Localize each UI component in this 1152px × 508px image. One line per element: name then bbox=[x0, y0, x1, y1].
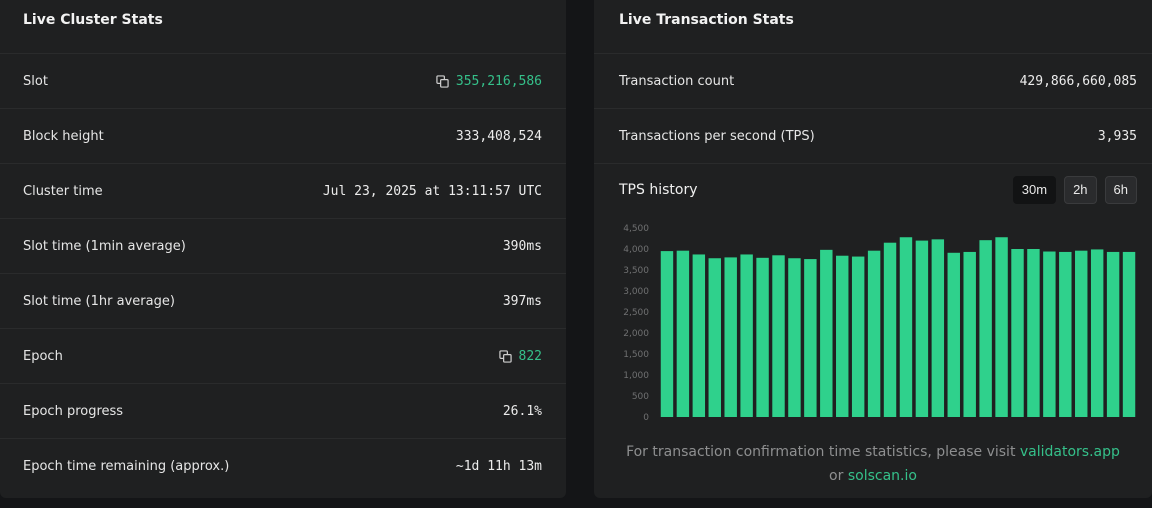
tps-bar[interactable] bbox=[724, 257, 737, 417]
live-transaction-stats-card: Live Transaction Stats Transaction count… bbox=[594, 0, 1152, 498]
slot-value: 355,216,586 bbox=[436, 74, 542, 89]
y-tick-label: 3,000 bbox=[623, 287, 649, 297]
y-tick-label: 4,000 bbox=[623, 245, 649, 255]
stat-row-transaction-count: Transaction count 429,866,660,085 bbox=[594, 54, 1152, 109]
cluster-card-header: Live Cluster Stats bbox=[0, 0, 566, 54]
stat-row-slot-time-1min: Slot time (1min average) 390ms bbox=[0, 219, 566, 274]
y-tick-label: 2,000 bbox=[623, 329, 649, 339]
stat-row-epoch-remaining: Epoch time remaining (approx.) ~1d 11h 1… bbox=[0, 439, 566, 494]
stat-label: Epoch bbox=[23, 348, 63, 364]
tps-bar[interactable] bbox=[772, 255, 785, 417]
tps-bar[interactable] bbox=[1122, 251, 1136, 417]
cluster-stats-list: Slot 355,216,586 Block height 333,408,52… bbox=[0, 54, 566, 494]
stat-row-epoch: Epoch 822 bbox=[0, 329, 566, 384]
tps-value: 3,935 bbox=[1097, 128, 1137, 144]
tps-bar[interactable] bbox=[899, 237, 913, 417]
tps-bar[interactable] bbox=[676, 250, 690, 417]
tps-bar[interactable] bbox=[931, 239, 945, 417]
tps-bar[interactable] bbox=[1011, 249, 1024, 417]
stat-row-epoch-progress: Epoch progress 26.1% bbox=[0, 384, 566, 439]
tps-bar[interactable] bbox=[836, 255, 849, 417]
tps-bar[interactable] bbox=[1027, 249, 1040, 417]
stat-label: Block height bbox=[23, 128, 104, 144]
copy-icon[interactable] bbox=[498, 349, 512, 363]
transaction-card-header: Live Transaction Stats bbox=[594, 0, 1152, 54]
tps-bar[interactable] bbox=[1043, 251, 1056, 417]
tps-bar[interactable] bbox=[947, 252, 960, 417]
tps-bar[interactable] bbox=[692, 254, 706, 417]
range-button-6h[interactable]: 6h bbox=[1104, 176, 1137, 204]
live-cluster-stats-card: Live Cluster Stats Slot 355,216,586 Bloc… bbox=[0, 0, 566, 498]
stat-row-slot: Slot 355,216,586 bbox=[0, 54, 566, 109]
tps-bar[interactable] bbox=[708, 258, 721, 417]
block-height-value: 333,408,524 bbox=[455, 128, 542, 144]
y-tick-label: 0 bbox=[643, 413, 649, 423]
tps-bar[interactable] bbox=[1090, 249, 1104, 417]
validators-app-link[interactable]: validators.app bbox=[1019, 444, 1120, 460]
tps-bar[interactable] bbox=[660, 251, 674, 417]
tps-bar[interactable] bbox=[1075, 250, 1088, 417]
tps-bar[interactable] bbox=[740, 254, 753, 417]
copy-icon[interactable] bbox=[436, 74, 449, 88]
solscan-link[interactable]: solscan.io bbox=[847, 468, 917, 484]
tps-bar[interactable] bbox=[788, 258, 801, 417]
epoch-link[interactable]: 822 bbox=[518, 348, 542, 364]
tps-history-title: TPS history bbox=[619, 182, 698, 198]
tps-bar[interactable] bbox=[1059, 251, 1072, 417]
footer-note: For transaction confirmation time statis… bbox=[594, 440, 1152, 488]
tps-bar[interactable] bbox=[756, 257, 769, 417]
stat-label: Slot time (1hr average) bbox=[23, 293, 175, 309]
tps-bar[interactable] bbox=[963, 251, 976, 417]
tps-bar[interactable] bbox=[1106, 251, 1120, 417]
tps-history-header: TPS history 30m 2h 6h bbox=[594, 164, 1152, 216]
stat-row-cluster-time: Cluster time Jul 23, 2025 at 13:11:57 UT… bbox=[0, 164, 566, 219]
cluster-time-value: Jul 23, 2025 at 13:11:57 UTC bbox=[322, 183, 542, 199]
tps-bar[interactable] bbox=[804, 259, 817, 417]
y-tick-label: 500 bbox=[632, 392, 649, 402]
stat-label: Transactions per second (TPS) bbox=[619, 128, 815, 144]
stat-label: Slot bbox=[23, 73, 48, 89]
tps-bar[interactable] bbox=[979, 240, 992, 417]
slot-time-1hr-value: 397ms bbox=[502, 293, 542, 309]
tps-bar[interactable] bbox=[915, 240, 929, 417]
range-button-30m[interactable]: 30m bbox=[1012, 176, 1057, 204]
stat-label: Cluster time bbox=[23, 183, 103, 199]
y-tick-label: 1,500 bbox=[623, 350, 649, 360]
tps-bar[interactable] bbox=[820, 249, 833, 417]
stat-row-block-height: Block height 333,408,524 bbox=[0, 109, 566, 164]
footer-or-text: or bbox=[829, 468, 844, 484]
y-tick-label: 3,500 bbox=[623, 266, 649, 276]
stat-label: Epoch progress bbox=[23, 403, 124, 419]
epoch-progress-value: 26.1% bbox=[502, 403, 542, 419]
slot-link[interactable]: 355,216,586 bbox=[455, 73, 542, 89]
tps-bar[interactable] bbox=[883, 242, 897, 417]
epoch-value: 822 bbox=[498, 348, 542, 364]
slot-time-1min-value: 390ms bbox=[502, 238, 542, 254]
stat-label: Transaction count bbox=[619, 73, 735, 89]
epoch-remaining-value: ~1d 11h 13m bbox=[455, 459, 542, 474]
tps-bar[interactable] bbox=[851, 256, 865, 417]
y-tick-label: 4,500 bbox=[623, 224, 649, 234]
stat-row-slot-time-1hr: Slot time (1hr average) 397ms bbox=[0, 274, 566, 329]
range-button-2h[interactable]: 2h bbox=[1064, 176, 1097, 204]
range-selector: 30m 2h 6h bbox=[1012, 176, 1137, 204]
footer-text: For transaction confirmation time statis… bbox=[626, 444, 1016, 460]
y-tick-label: 1,000 bbox=[623, 371, 649, 381]
tps-history-chart: 0 500 1,000 1,500 2,000 2,500 3,000 3,500 4,000 4… bbox=[623, 224, 1136, 423]
transaction-count-value: 429,866,660,085 bbox=[1019, 73, 1137, 89]
y-tick-label: 2,500 bbox=[623, 308, 649, 318]
stat-label: Epoch time remaining (approx.) bbox=[23, 459, 230, 474]
tps-bar[interactable] bbox=[867, 250, 881, 417]
cluster-card-title: Live Cluster Stats bbox=[23, 12, 163, 28]
tps-bar[interactable] bbox=[995, 237, 1008, 417]
stat-label: Slot time (1min average) bbox=[23, 238, 186, 254]
stat-row-tps: Transactions per second (TPS) 3,935 bbox=[594, 109, 1152, 164]
transaction-card-title: Live Transaction Stats bbox=[619, 12, 794, 28]
